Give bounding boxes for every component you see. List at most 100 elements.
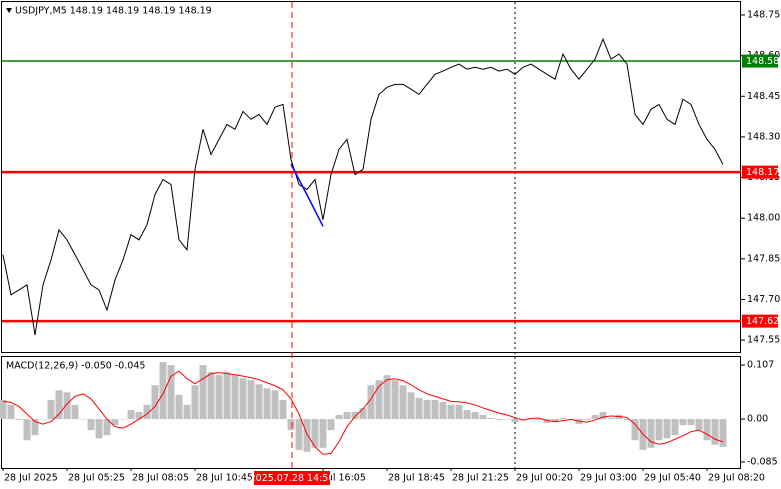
macd-bar bbox=[647, 419, 655, 448]
y-tick-label: 148.75 bbox=[747, 10, 780, 21]
macd-bar bbox=[431, 399, 439, 420]
level-label: 148.17 bbox=[746, 167, 779, 178]
macd-bar bbox=[303, 419, 311, 452]
y-tick-label: -0.085 bbox=[747, 456, 778, 467]
macd-bar bbox=[15, 419, 23, 421]
macd-bar bbox=[135, 411, 143, 420]
level-label-box bbox=[742, 165, 778, 179]
macd-bar bbox=[311, 419, 319, 448]
macd-bar bbox=[263, 388, 271, 420]
level-label: 147.62 bbox=[746, 316, 779, 327]
x-tick-label: 29 Jul 00:20 bbox=[516, 473, 573, 484]
macd-bar bbox=[455, 404, 463, 420]
y-tick-label: 147.85 bbox=[747, 253, 780, 264]
macd-bar bbox=[23, 419, 31, 441]
macd-bar bbox=[367, 385, 375, 420]
macd-bar bbox=[415, 397, 423, 420]
macd-bar bbox=[295, 419, 303, 450]
y-tick-label: 148.45 bbox=[747, 91, 780, 102]
macd-bar bbox=[215, 375, 223, 420]
macd-bar bbox=[335, 415, 343, 420]
macd-bar bbox=[143, 404, 151, 420]
chart-title: USDJPY,M5 148.19 148.19 148.19 148.19 bbox=[15, 6, 212, 17]
macd-bar bbox=[63, 392, 71, 420]
crosshair-label-box bbox=[254, 471, 330, 485]
macd-bar bbox=[663, 419, 671, 439]
menu-arrow bbox=[6, 8, 12, 13]
macd-bar bbox=[711, 419, 719, 445]
price-line bbox=[2, 37, 724, 336]
macd-bar bbox=[207, 372, 215, 420]
level-label-box bbox=[742, 314, 778, 328]
x-tick-label: 28 Jul 2025 bbox=[4, 473, 58, 484]
macd-bar bbox=[319, 419, 327, 448]
x-tick-label: 28 Jul 08:05 bbox=[132, 473, 189, 484]
macd-bar bbox=[439, 401, 447, 420]
macd-bar bbox=[703, 419, 711, 441]
macd-bar bbox=[551, 419, 559, 423]
macd-bar bbox=[391, 380, 399, 420]
macd-bar bbox=[583, 419, 591, 421]
macd-bar bbox=[127, 409, 135, 420]
macd-bar bbox=[7, 404, 15, 420]
x-tick-label: Jul 16:05 bbox=[323, 473, 366, 484]
macd-bar bbox=[239, 378, 247, 420]
macd-bar bbox=[327, 419, 335, 431]
macd-bar bbox=[71, 404, 79, 420]
macd-bar bbox=[55, 390, 63, 420]
macd-bar bbox=[375, 380, 383, 420]
x-tick-label: 28 Jul 18:45 bbox=[388, 473, 445, 484]
macd-bar bbox=[183, 404, 191, 420]
macd-bar bbox=[543, 419, 551, 424]
x-tick-label: 28 Jul 05:25 bbox=[68, 473, 125, 484]
macd-bar bbox=[495, 419, 503, 421]
macd-signal bbox=[2, 370, 724, 455]
macd-bar bbox=[671, 419, 679, 436]
macd-bar bbox=[695, 419, 703, 431]
trend-line bbox=[290, 163, 324, 227]
x-tick-label: 29 Jul 05:40 bbox=[644, 473, 701, 484]
macd-bar bbox=[463, 409, 471, 420]
y-tick-label: 147.55 bbox=[747, 335, 780, 346]
macd-bar bbox=[103, 419, 111, 436]
macd-bar bbox=[423, 399, 431, 420]
level-label-box bbox=[742, 54, 778, 68]
macd-bar bbox=[159, 362, 167, 420]
macd-bar bbox=[287, 419, 295, 431]
macd-bar bbox=[559, 418, 567, 420]
macd-bar bbox=[79, 419, 87, 420]
macd-bar bbox=[271, 390, 279, 420]
macd-bar bbox=[0, 399, 7, 420]
x-tick-label: 29 Jul 03:00 bbox=[580, 473, 637, 484]
macd-bar bbox=[399, 385, 407, 420]
macd-bar bbox=[599, 411, 607, 420]
y-tick-label: 147.70 bbox=[747, 294, 780, 305]
macd-bar bbox=[623, 419, 631, 421]
macd-bar bbox=[31, 419, 39, 436]
macd-bar bbox=[471, 411, 479, 420]
macd-bar bbox=[359, 407, 367, 420]
macd-bar bbox=[191, 385, 199, 420]
crosshair-label: 2025.07.28 14:50 bbox=[250, 473, 335, 484]
macd-bar bbox=[39, 419, 47, 420]
macd-bar bbox=[167, 365, 175, 420]
macd-bar bbox=[111, 419, 119, 426]
macd-bar bbox=[47, 399, 55, 420]
macd-bar bbox=[199, 365, 207, 420]
macd-bar bbox=[231, 375, 239, 420]
macd-bar bbox=[95, 419, 103, 439]
macd-bar bbox=[407, 392, 415, 420]
y-tick-label: 148.30 bbox=[747, 131, 780, 142]
macd-bar bbox=[151, 385, 159, 420]
macd-bar bbox=[343, 411, 351, 420]
macd-bar bbox=[535, 419, 543, 421]
macd-bar bbox=[447, 404, 455, 420]
macd-bar bbox=[487, 418, 495, 420]
macd-bar bbox=[631, 419, 639, 441]
y-tick-label: 148.00 bbox=[747, 213, 780, 224]
x-tick-label: 28 Jul 21:25 bbox=[452, 473, 509, 484]
x-tick-label: 28 Jul 10:45 bbox=[196, 473, 253, 484]
x-tick-label: 29 Jul 08:20 bbox=[708, 473, 765, 484]
macd-bar bbox=[479, 415, 487, 420]
